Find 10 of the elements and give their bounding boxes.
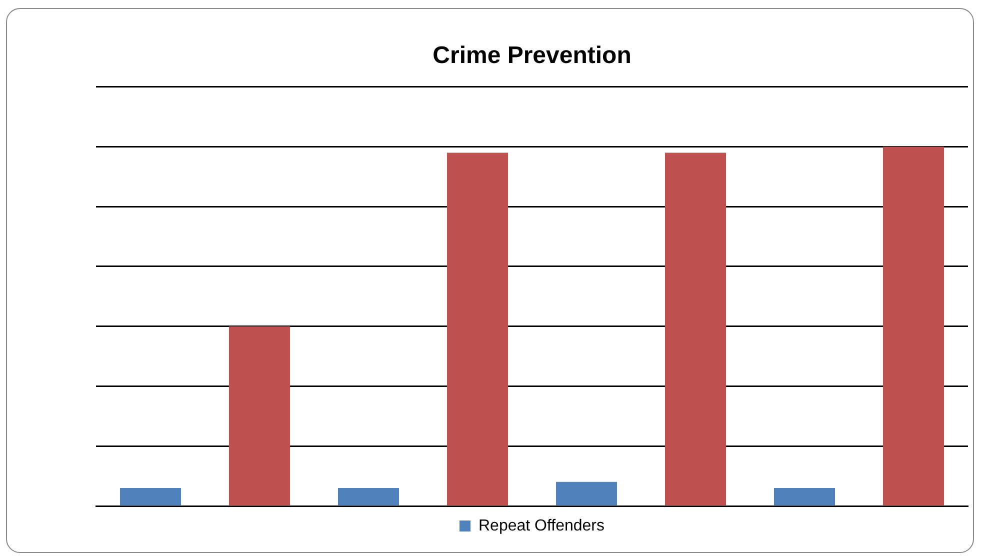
legend-label: Repeat Offenders [478,517,605,534]
bar [882,146,944,506]
bar [556,482,618,506]
bar [446,152,508,506]
bar [120,488,182,506]
bar [338,488,400,506]
chart-title: Crime Prevention [432,42,632,70]
bar [774,488,836,506]
bar [664,152,726,506]
bar [228,326,290,506]
